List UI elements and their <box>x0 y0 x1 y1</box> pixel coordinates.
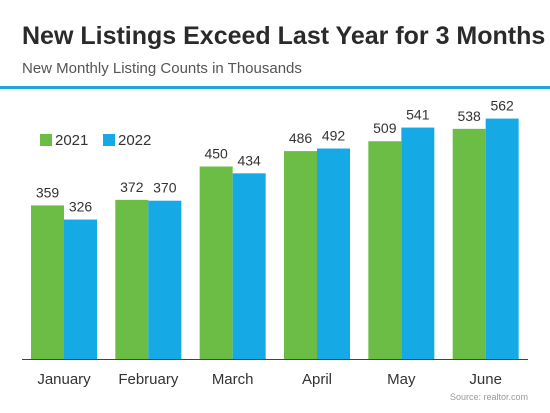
chart-subtitle: New Monthly Listing Counts in Thousands <box>22 60 302 77</box>
data-labels: 359 326 372 370 450 434 486 492 509 541 538 562 <box>36 98 514 215</box>
x-tick-label-may: May <box>387 371 416 388</box>
data-label-2021-january: 359 <box>36 184 60 200</box>
x-tick-label-june: June <box>469 371 502 388</box>
bar-2021-march <box>199 166 233 359</box>
data-label-2021-may: 509 <box>373 120 397 136</box>
data-label-2021-march: 450 <box>204 145 228 161</box>
data-label-2021-february: 372 <box>120 179 144 195</box>
x-tick-label-march: March <box>212 371 254 388</box>
data-label-2022-april: 492 <box>322 128 346 144</box>
x-axis: January February March April May June <box>22 359 528 388</box>
data-label-2021-april: 486 <box>289 130 313 146</box>
data-label-2021-june: 538 <box>457 108 481 124</box>
bar-2022-february <box>148 200 182 359</box>
legend-swatch-2021 <box>40 134 52 146</box>
data-label-2022-february: 370 <box>153 180 177 196</box>
legend: 2021 2022 <box>40 132 151 149</box>
bar-2022-april <box>317 148 350 359</box>
data-label-2022-march: 434 <box>237 152 261 168</box>
chart-title: New Listings Exceed Last Year for 3 Mont… <box>22 22 546 50</box>
x-tick-label-february: February <box>118 371 179 388</box>
source-note: Source: realtor.com <box>449 392 528 402</box>
bar-2021-april <box>284 151 317 359</box>
x-tick-label-april: April <box>302 371 332 388</box>
data-label-2022-may: 541 <box>406 107 430 123</box>
bar-2021-february <box>115 199 149 359</box>
bar-2022-march <box>232 173 266 359</box>
legend-swatch-2022 <box>103 134 115 146</box>
data-label-2022-june: 562 <box>490 98 514 114</box>
bar-2022-may <box>401 127 435 359</box>
bar-2022-june <box>485 118 519 359</box>
legend-label-2022: 2022 <box>118 132 151 149</box>
bar-2021-january <box>31 205 64 359</box>
bar-2021-june <box>452 128 486 359</box>
x-tick-label-january: January <box>37 371 91 388</box>
bars <box>31 118 519 359</box>
bar-2021-may <box>368 141 402 359</box>
data-label-2022-january: 326 <box>69 199 93 215</box>
accent-divider <box>0 86 550 89</box>
legend-label-2021: 2021 <box>55 132 88 149</box>
bar-2022-january <box>64 219 97 359</box>
